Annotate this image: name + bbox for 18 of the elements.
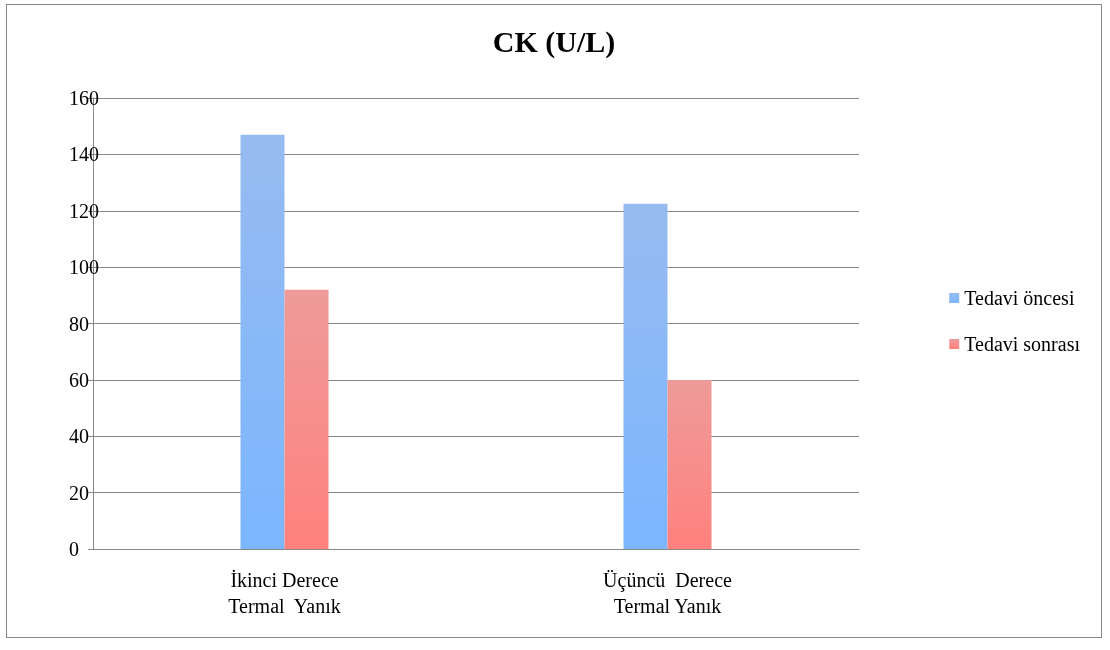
y-tick-label: 0 (69, 538, 79, 560)
y-tick-label: 80 (69, 312, 89, 335)
y-tick-label: 120 (69, 199, 99, 222)
x-tick-label: İkinci Derece Termal Yanık (228, 569, 341, 617)
y-tick-label: 20 (69, 481, 89, 504)
legend-label: Tedavi sonrası (964, 333, 1081, 355)
y-tick-label: 140 (69, 143, 99, 166)
y-tick-label: 60 (69, 368, 89, 391)
bar (240, 134, 285, 549)
x-tick-label: Üçüncü Derece Termal Yanık (603, 569, 733, 617)
chart-title: CK (U/L) (492, 24, 616, 59)
bar (667, 379, 712, 549)
y-tick-label: 40 (69, 425, 89, 448)
legend-label: Tedavi öncesi (964, 287, 1075, 309)
y-tick-label: 100 (69, 256, 99, 279)
bar (284, 289, 329, 549)
y-tick-label: 160 (69, 87, 99, 109)
bar (623, 203, 668, 549)
